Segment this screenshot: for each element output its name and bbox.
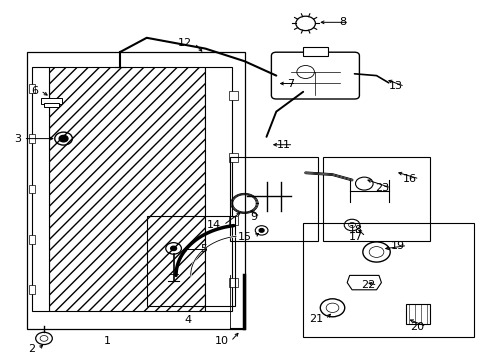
Bar [49, 67, 205, 311]
Text: 1: 1 [104, 336, 111, 346]
Text: 15: 15 [237, 231, 251, 242]
Text: 2: 2 [28, 344, 36, 354]
Bar [29, 185, 35, 193]
Circle shape [259, 229, 264, 232]
Bar [146, 216, 234, 306]
Text: 3: 3 [14, 134, 21, 144]
Text: 7: 7 [286, 78, 293, 89]
Bar [303, 223, 473, 337]
Text: 20: 20 [409, 321, 423, 332]
Bar [229, 278, 238, 287]
Text: 14: 14 [206, 220, 221, 230]
Bar [29, 84, 35, 93]
Bar [229, 157, 317, 241]
Text: 8: 8 [339, 17, 346, 27]
Text: 19: 19 [390, 240, 404, 251]
Bar [303, 47, 327, 56]
Polygon shape [346, 275, 381, 290]
Text: 17: 17 [348, 231, 363, 242]
Bar [29, 134, 35, 143]
Bar [27, 52, 244, 329]
Text: 6: 6 [31, 86, 38, 96]
Text: 16: 16 [402, 174, 416, 184]
Text: 5: 5 [200, 244, 206, 255]
Text: 18: 18 [348, 225, 362, 235]
Bar [29, 285, 35, 294]
Text: 22: 22 [360, 280, 374, 290]
Circle shape [59, 135, 68, 142]
Bar [229, 153, 238, 162]
Text: 10: 10 [214, 336, 228, 346]
Bar [229, 91, 238, 100]
Text: 13: 13 [387, 81, 402, 91]
Text: 9: 9 [250, 212, 257, 222]
Bar [29, 235, 35, 244]
Circle shape [170, 246, 176, 251]
Bar [205, 67, 232, 311]
Bar [32, 67, 49, 311]
Text: 23: 23 [374, 183, 388, 193]
FancyBboxPatch shape [271, 52, 359, 99]
Text: 4: 4 [184, 315, 191, 325]
Bar [229, 216, 238, 225]
Text: 11: 11 [276, 140, 290, 150]
Bar [405, 304, 429, 324]
Bar [322, 157, 429, 241]
Text: 12: 12 [178, 38, 192, 48]
Bar [41, 98, 62, 104]
Text: 21: 21 [308, 314, 323, 324]
Bar [44, 103, 59, 107]
